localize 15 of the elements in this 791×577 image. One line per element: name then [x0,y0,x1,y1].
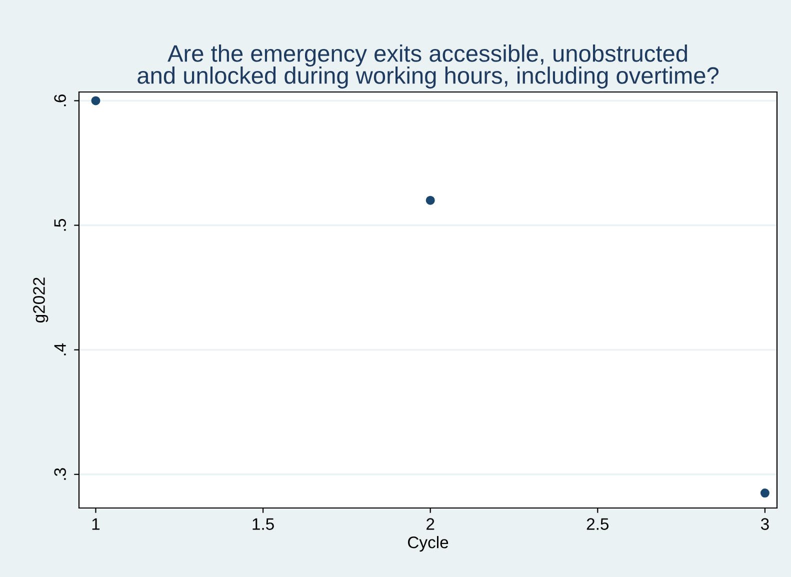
x-tick-label: 1 [92,518,100,530]
y-tick-label: .3 [54,468,66,480]
x-tick-label: 2 [426,518,434,530]
x-tick-label: 3 [760,518,769,530]
point [426,196,435,205]
y-tick-label: .5 [54,219,66,231]
y-tick-label: .4 [54,343,66,356]
x-tick-label: 1.5 [252,518,274,530]
point [91,96,100,106]
x-tick-label: 2.5 [586,518,609,530]
y-tick-label: .6 [54,94,66,106]
point [760,488,770,498]
x-axis-title: Cycle [408,536,448,552]
chart-title: Are the emergency exits accessible, unobstructed and unlocked during working hours, including overtime? [138,44,719,89]
y-axis-title: g2022 [33,278,48,322]
